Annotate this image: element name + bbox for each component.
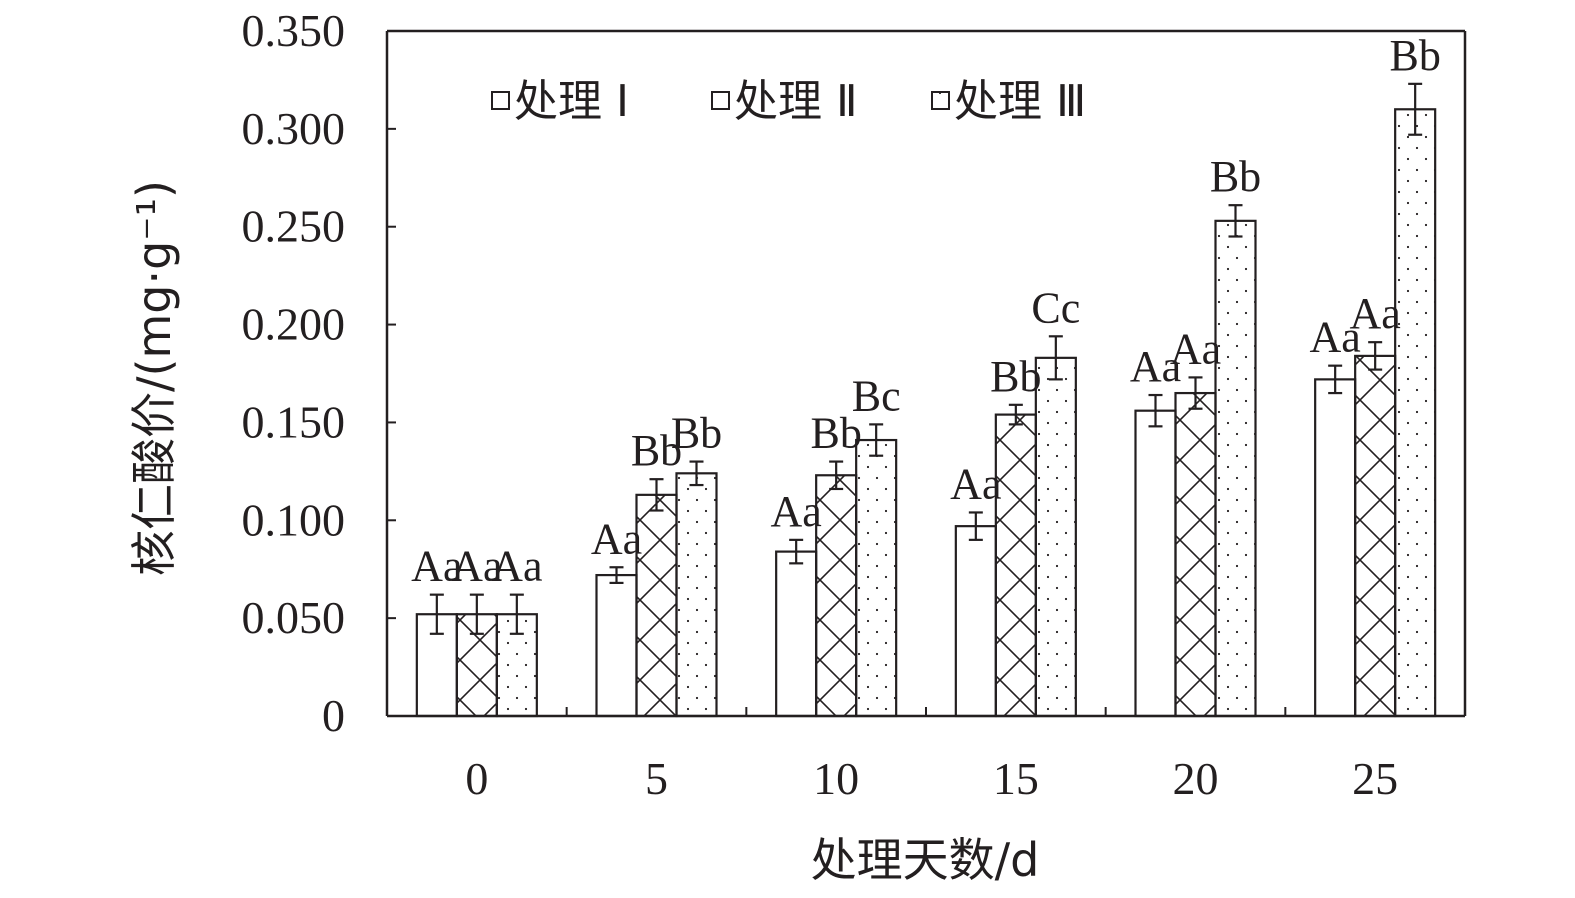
- y-tick-label: 0.050: [242, 592, 346, 643]
- y-tick-label: 0.250: [242, 201, 346, 252]
- significance-label-s3-day-25: Bb: [1389, 31, 1440, 80]
- x-tick-label: 25: [1352, 753, 1398, 804]
- significance-label-s3-day-5: Bb: [671, 409, 722, 458]
- bar-s3-day-25: [1394, 108, 1437, 718]
- significance-label-s1-day-20: Aa: [1130, 342, 1181, 391]
- x-tick-label: 0: [465, 753, 488, 804]
- significance-label-s1-day-10: Aa: [771, 487, 822, 536]
- bar-s2-day-10: [815, 474, 858, 718]
- x-tick-label: 15: [993, 753, 1039, 804]
- y-axis-title: 核仁酸价/(mg·g⁻¹): [127, 180, 181, 576]
- significance-label-s1-day-5: Aa: [591, 514, 642, 563]
- bar-s1-day-15: [954, 525, 997, 718]
- legend-label-s3: 处理 Ⅲ: [954, 76, 1086, 127]
- bar-s2-day-15: [994, 413, 1037, 718]
- bar-s3-day-20: [1214, 219, 1257, 718]
- bar-s2-day-20: [1174, 391, 1217, 718]
- legend-swatch-s1: [491, 91, 510, 110]
- significance-label-s2-day-5: Bb: [631, 426, 682, 475]
- bar-s2-day-5: [635, 493, 678, 718]
- bar-s1-day-10: [775, 550, 818, 718]
- bar-s3-day-15: [1034, 356, 1077, 718]
- bar-s3-day-10: [855, 438, 898, 718]
- y-tick-label: 0: [322, 690, 345, 741]
- significance-label-s2-day-0: Aa: [451, 542, 502, 591]
- significance-label-s3-day-0: Aa: [491, 542, 542, 591]
- y-tick-label: 0.350: [242, 5, 346, 56]
- bar-s1-day-25: [1314, 378, 1357, 718]
- bar-s1-day-5: [595, 573, 638, 718]
- significance-label-s3-day-15: Cc: [1031, 283, 1080, 332]
- bar-s1-day-20: [1134, 409, 1177, 718]
- significance-label-s2-day-25: Aa: [1350, 289, 1401, 338]
- bar-s3-day-0: [495, 613, 538, 718]
- y-tick-label: 0.200: [242, 299, 346, 350]
- significance-label-s1-day-15: Aa: [950, 459, 1001, 508]
- significance-label-s3-day-10: Bc: [852, 371, 901, 420]
- significance-label-s1-day-25: Aa: [1310, 313, 1361, 362]
- y-tick-label: 0.150: [242, 396, 346, 447]
- legend-label-s1: 处理 Ⅰ: [514, 76, 629, 127]
- bar-s2-day-25: [1354, 354, 1397, 718]
- x-axis-title: 处理天数/d: [811, 833, 1040, 887]
- bar-s3-day-5: [675, 472, 718, 718]
- y-tick-label: 0.100: [242, 494, 346, 545]
- legend-swatch-s2: [711, 91, 730, 110]
- significance-label-s3-day-20: Bb: [1210, 152, 1261, 201]
- legend-label-s2: 处理 Ⅱ: [734, 76, 858, 127]
- significance-label-s2-day-15: Bb: [990, 352, 1041, 401]
- x-tick-label: 5: [645, 753, 668, 804]
- significance-label-s2-day-10: Bb: [810, 409, 861, 458]
- x-tick-label: 20: [1173, 753, 1219, 804]
- significance-label-s2-day-20: Aa: [1170, 324, 1221, 373]
- legend-swatch-s3: [931, 91, 950, 110]
- y-tick-label: 0.300: [242, 103, 346, 154]
- x-tick-label: 10: [813, 753, 859, 804]
- significance-label-s1-day-0: Aa: [411, 542, 462, 591]
